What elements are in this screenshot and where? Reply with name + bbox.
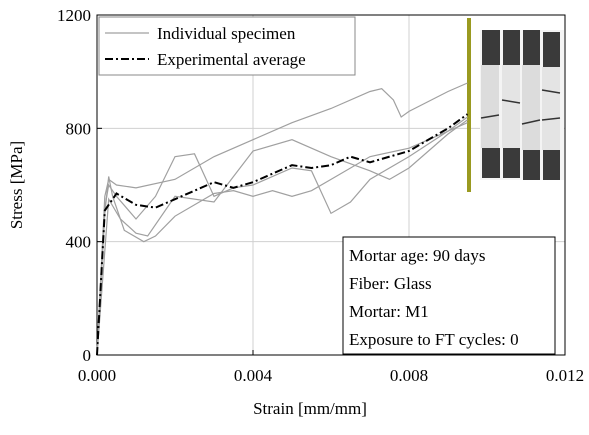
y-tick-label: 800 bbox=[66, 119, 92, 138]
y-tick-label: 0 bbox=[83, 346, 92, 365]
x-tick-label: 0.008 bbox=[390, 366, 428, 385]
legend-box bbox=[98, 16, 356, 76]
specimen-line bbox=[96, 82, 468, 356]
y-tick-label: 1200 bbox=[57, 6, 91, 25]
y-tick-label: 400 bbox=[66, 233, 92, 252]
specimen-line bbox=[96, 119, 468, 356]
y-axis-label: Stress [MPa] bbox=[7, 141, 26, 229]
specimen-line bbox=[96, 122, 468, 356]
legend-label: Experimental average bbox=[157, 50, 306, 69]
x-tick-label: 0.012 bbox=[546, 366, 584, 385]
legend: Individual specimen Experimental average bbox=[98, 16, 356, 76]
legend-label: Individual specimen bbox=[157, 24, 296, 43]
annotation: Fiber: Glass bbox=[349, 274, 432, 293]
average-line bbox=[96, 113, 469, 356]
x-axis-label: Strain [mm/mm] bbox=[253, 399, 367, 418]
annotation: Mortar age: 90 days bbox=[349, 246, 485, 265]
x-tick-label: 0.000 bbox=[78, 366, 116, 385]
annotation-frame bbox=[342, 236, 556, 355]
annotation: Mortar: M1 bbox=[349, 302, 429, 321]
annotation-box: Mortar age: 90 days Fiber: Glass Mortar: M… bbox=[342, 236, 556, 355]
annotation: Exposure to FT cycles: 0 bbox=[349, 330, 519, 349]
plot-frame bbox=[96, 14, 566, 356]
specimen-photo bbox=[467, 18, 564, 192]
x-tick-label: 0.004 bbox=[234, 366, 273, 385]
